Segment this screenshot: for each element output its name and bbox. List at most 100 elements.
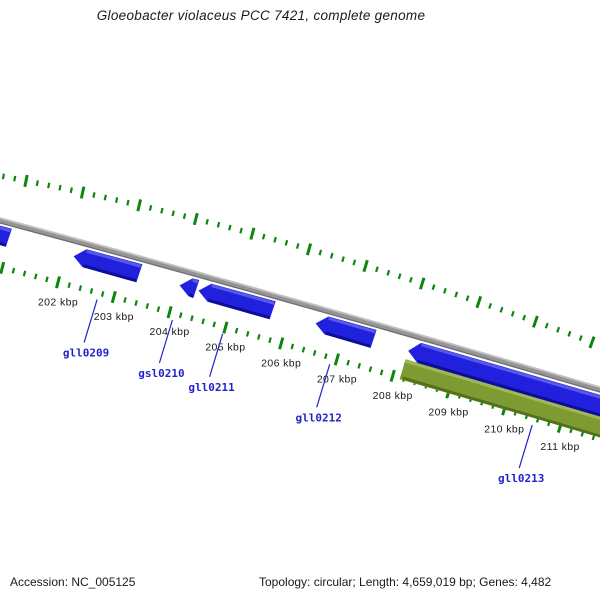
minor-tick bbox=[312, 350, 317, 356]
minor-tick bbox=[178, 312, 183, 319]
minor-tick bbox=[234, 327, 239, 334]
minor-tick bbox=[92, 192, 96, 198]
major-tick bbox=[588, 336, 596, 349]
minor-tick bbox=[357, 362, 362, 369]
minor-tick bbox=[100, 291, 105, 297]
genome-stats-text: Topology: circular; Length: 4,659,019 bp… bbox=[259, 575, 552, 589]
genome-backbone bbox=[0, 217, 600, 393]
gene-arrow-highlight bbox=[86, 249, 142, 268]
major-tick bbox=[531, 315, 539, 328]
minor-tick bbox=[329, 252, 334, 259]
minor-tick bbox=[89, 288, 94, 294]
gene-arrow-highlight bbox=[192, 278, 199, 284]
gene-label-gll0211[interactable]: gll0211 bbox=[188, 381, 235, 394]
gene-arrow-highlight bbox=[211, 284, 275, 305]
minor-tick bbox=[239, 227, 243, 234]
accession-text: Accession: NC_005125 bbox=[10, 575, 136, 589]
minor-tick bbox=[556, 326, 561, 333]
minor-tick bbox=[318, 249, 323, 256]
minor-tick bbox=[284, 239, 289, 246]
minor-tick bbox=[145, 303, 150, 309]
major-tick bbox=[166, 306, 173, 319]
minor-tick bbox=[397, 273, 402, 280]
minor-tick bbox=[431, 284, 436, 291]
leader-line-gll0211 bbox=[209, 333, 224, 377]
minor-tick bbox=[375, 266, 379, 273]
minor-tick bbox=[352, 259, 357, 266]
gene-label-gll0212[interactable]: gll0212 bbox=[296, 411, 342, 424]
minor-tick bbox=[22, 270, 27, 277]
minor-tick bbox=[228, 224, 232, 231]
kbp-label: 209 kbp bbox=[428, 407, 468, 419]
gene-arrow-shadow bbox=[325, 331, 371, 348]
minor-tick bbox=[273, 236, 277, 243]
minor-tick bbox=[341, 256, 345, 263]
major-tick bbox=[362, 259, 369, 273]
minor-tick bbox=[45, 276, 49, 283]
minor-tick bbox=[454, 291, 459, 298]
major-tick bbox=[192, 212, 199, 226]
minor-tick bbox=[290, 343, 295, 350]
gene-label-gll0209[interactable]: gll0209 bbox=[63, 347, 109, 360]
minor-tick bbox=[67, 282, 71, 289]
minor-tick bbox=[148, 205, 153, 211]
minor-tick bbox=[13, 175, 17, 182]
major-tick bbox=[110, 290, 117, 304]
minor-tick bbox=[69, 187, 73, 194]
gene-arrow-shadow bbox=[208, 298, 270, 320]
minor-tick bbox=[488, 302, 493, 309]
gene-label-gsl0210[interactable]: gsl0210 bbox=[138, 367, 184, 380]
minor-tick bbox=[114, 197, 119, 203]
gene-arrow-gll0211[interactable] bbox=[198, 283, 276, 320]
gene-arrow-highlight bbox=[421, 343, 600, 399]
gene-arrow-highlight bbox=[328, 316, 376, 334]
kbp-label: 205 kbp bbox=[205, 342, 245, 354]
major-tick bbox=[0, 261, 6, 275]
minor-tick bbox=[58, 184, 62, 191]
minor-tick bbox=[295, 243, 300, 249]
gene-arrow-shadow bbox=[0, 242, 6, 247]
major-tick bbox=[55, 276, 61, 289]
kbp-label: 207 kbp bbox=[317, 373, 357, 385]
gene-arrow-gll0212[interactable] bbox=[315, 316, 377, 348]
minor-tick bbox=[78, 285, 83, 292]
minor-tick bbox=[123, 297, 127, 303]
gene-arrow-gll0209[interactable] bbox=[73, 249, 143, 283]
gene-label-gll0213[interactable]: gll0213 bbox=[498, 472, 544, 485]
major-tick bbox=[249, 227, 256, 240]
minor-tick bbox=[522, 314, 527, 321]
genome-backbone-highlight bbox=[0, 217, 600, 389]
kbp-label: 204 kbp bbox=[150, 326, 190, 338]
minor-tick bbox=[103, 194, 107, 201]
minor-tick bbox=[443, 287, 447, 294]
gene-arrow-gll0213[interactable] bbox=[399, 359, 600, 448]
leader-line-gll0212 bbox=[316, 364, 331, 408]
gene-arrow-gsl0210[interactable] bbox=[179, 278, 200, 298]
kbp-label: 211 kbp bbox=[540, 441, 579, 453]
major-tick bbox=[23, 174, 29, 188]
gene-arrow-shadow bbox=[189, 293, 194, 298]
kbp-label: 203 kbp bbox=[94, 311, 134, 323]
minor-tick bbox=[245, 330, 250, 337]
minor-tick bbox=[499, 306, 504, 313]
minor-tick bbox=[544, 322, 549, 329]
minor-tick bbox=[212, 321, 217, 328]
kbp-label: 202 kbp bbox=[38, 296, 78, 308]
gene-arrow-shadow bbox=[418, 359, 600, 417]
minor-tick bbox=[190, 315, 194, 322]
minor-tick bbox=[134, 300, 138, 306]
kbp-label: 208 kbp bbox=[373, 390, 413, 402]
minor-tick bbox=[182, 213, 187, 220]
major-tick bbox=[222, 321, 229, 334]
gene-arrow-gene-208.28[interactable] bbox=[408, 342, 600, 428]
gene-arrow-highlight bbox=[0, 226, 11, 233]
major-tick bbox=[278, 337, 285, 350]
minor-tick bbox=[567, 330, 572, 337]
major-tick bbox=[475, 295, 483, 309]
minor-tick bbox=[386, 269, 391, 276]
minor-tick bbox=[47, 182, 51, 189]
minor-tick bbox=[368, 366, 373, 373]
minor-tick bbox=[510, 310, 515, 317]
genome-backbone-shadow bbox=[0, 222, 600, 393]
